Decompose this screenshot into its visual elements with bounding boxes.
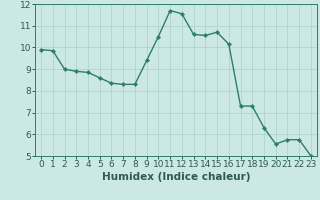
X-axis label: Humidex (Indice chaleur): Humidex (Indice chaleur): [102, 172, 250, 182]
